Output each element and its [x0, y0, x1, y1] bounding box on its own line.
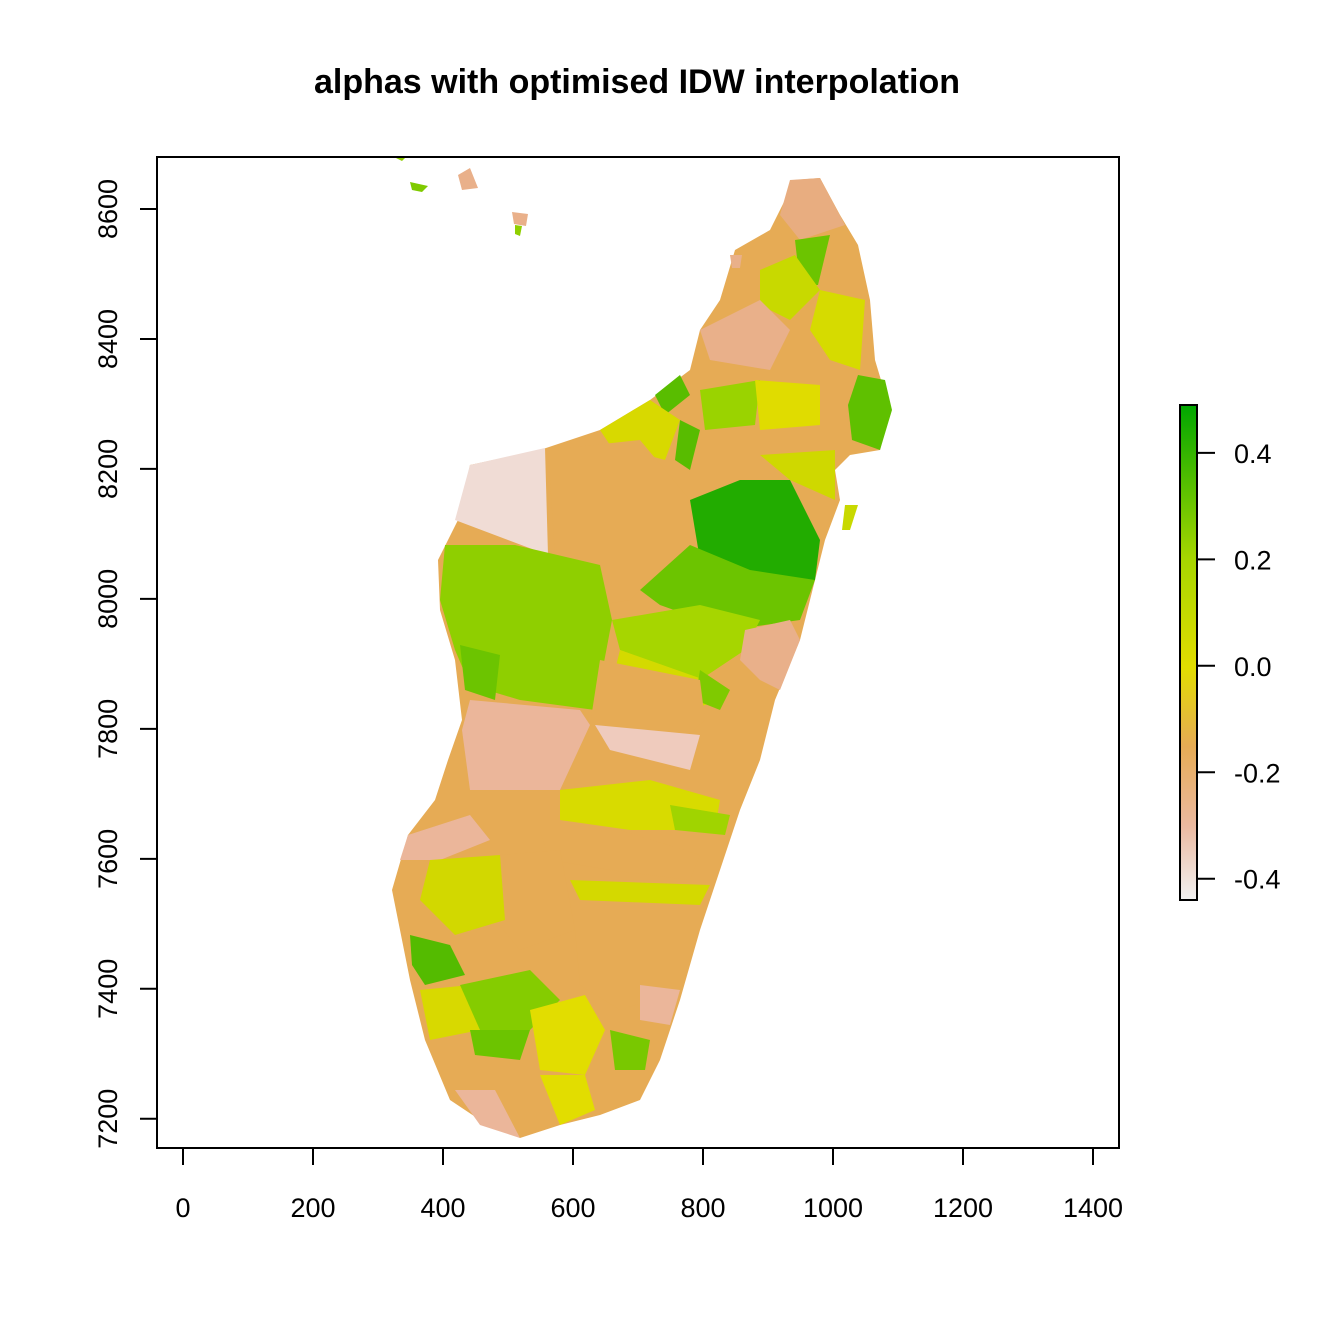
- y-tick-label: 8400: [93, 309, 123, 369]
- island-nw-small4: [515, 225, 522, 236]
- region-se-salmon: [640, 985, 680, 1025]
- region-south-darkgreen: [470, 1030, 530, 1060]
- x-tick-label: 200: [290, 1193, 335, 1223]
- region-sw-tip-salmon: [455, 1090, 520, 1138]
- region-nw-coast-green: [655, 375, 690, 415]
- y-tick-label: 8000: [93, 569, 123, 629]
- region-sw-salmon: [400, 815, 490, 860]
- region-north-salmon: [700, 300, 790, 370]
- region-ne-cape: [848, 375, 892, 450]
- island-ne-small1: [730, 255, 742, 268]
- colorbar-tick-label: -0.4: [1234, 865, 1281, 895]
- y-tick-label: 7600: [93, 829, 123, 889]
- region-center-salmon: [462, 700, 590, 790]
- y-tick-label: 7200: [93, 1089, 123, 1149]
- island-nw-small5: [396, 158, 405, 161]
- colorbar-tick-label: 0.4: [1234, 439, 1272, 469]
- region-sw-yellow: [420, 985, 480, 1040]
- x-tick-label: 800: [680, 1193, 725, 1223]
- x-tick-label: 1200: [933, 1193, 993, 1223]
- island-nw-small1: [410, 182, 428, 192]
- colorbar-tick-label: -0.2: [1234, 758, 1281, 788]
- region-sc-yellowband: [570, 880, 710, 905]
- y-tick-label: 8200: [93, 439, 123, 499]
- x-tick-label: 0: [175, 1193, 190, 1223]
- region-sc-orange: [540, 830, 700, 880]
- region-ne-yellow: [810, 290, 865, 370]
- region-se-green: [610, 1030, 650, 1070]
- island-nw-small3: [512, 212, 528, 226]
- y-tick-label: 8600: [93, 179, 123, 239]
- region-north-tip: [780, 178, 845, 240]
- colorbar-ticks: 0.4 0.2 0.0 -0.2 -0.4: [1197, 439, 1281, 895]
- region-nc-yellow: [755, 380, 820, 430]
- region-center-pink: [595, 725, 700, 770]
- colorbar: 0.4 0.2 0.0 -0.2 -0.4: [1179, 404, 1281, 901]
- x-tick-label: 1000: [803, 1193, 863, 1223]
- island-ne-small2: [842, 505, 858, 530]
- x-axis: 0 200 400 600 800 1000 1200 1400: [175, 1147, 1123, 1223]
- region-east-salmon: [740, 620, 800, 690]
- x-tick-label: 1400: [1063, 1193, 1123, 1223]
- region-nc-green: [700, 380, 760, 430]
- region-sc-green: [670, 805, 730, 835]
- region-sw-green1: [410, 935, 465, 985]
- region-south-orange: [495, 850, 575, 950]
- colorbar-gradient: [1179, 404, 1198, 901]
- island-nw-small2: [458, 168, 478, 190]
- y-tick-label: 7400: [93, 959, 123, 1019]
- region-west-darkgreen: [460, 645, 500, 700]
- chart-title: alphas with optimised IDW interpolation: [314, 63, 960, 101]
- y-axis: 7200 7400 7600 7800 8000 8200 8400 8600: [93, 179, 158, 1149]
- region-south-yellow: [530, 995, 605, 1075]
- region-pale-nw: [455, 448, 548, 555]
- region-s-tip: [540, 1075, 595, 1125]
- region-west-yellow: [420, 855, 505, 935]
- x-tick-label: 600: [550, 1193, 595, 1223]
- colorbar-tick-label: 0.2: [1234, 545, 1272, 575]
- region-nc-darkgreen: [675, 420, 700, 470]
- region-north-yellowgreen: [760, 255, 820, 320]
- region-central-green: [695, 670, 730, 710]
- map-raster: [392, 158, 892, 1138]
- colorbar-tick-label: 0.0: [1234, 652, 1272, 682]
- region-east-yellow: [760, 450, 835, 500]
- y-tick-label: 7800: [93, 699, 123, 759]
- x-tick-label: 400: [420, 1193, 465, 1223]
- region-central-diag: [612, 605, 760, 680]
